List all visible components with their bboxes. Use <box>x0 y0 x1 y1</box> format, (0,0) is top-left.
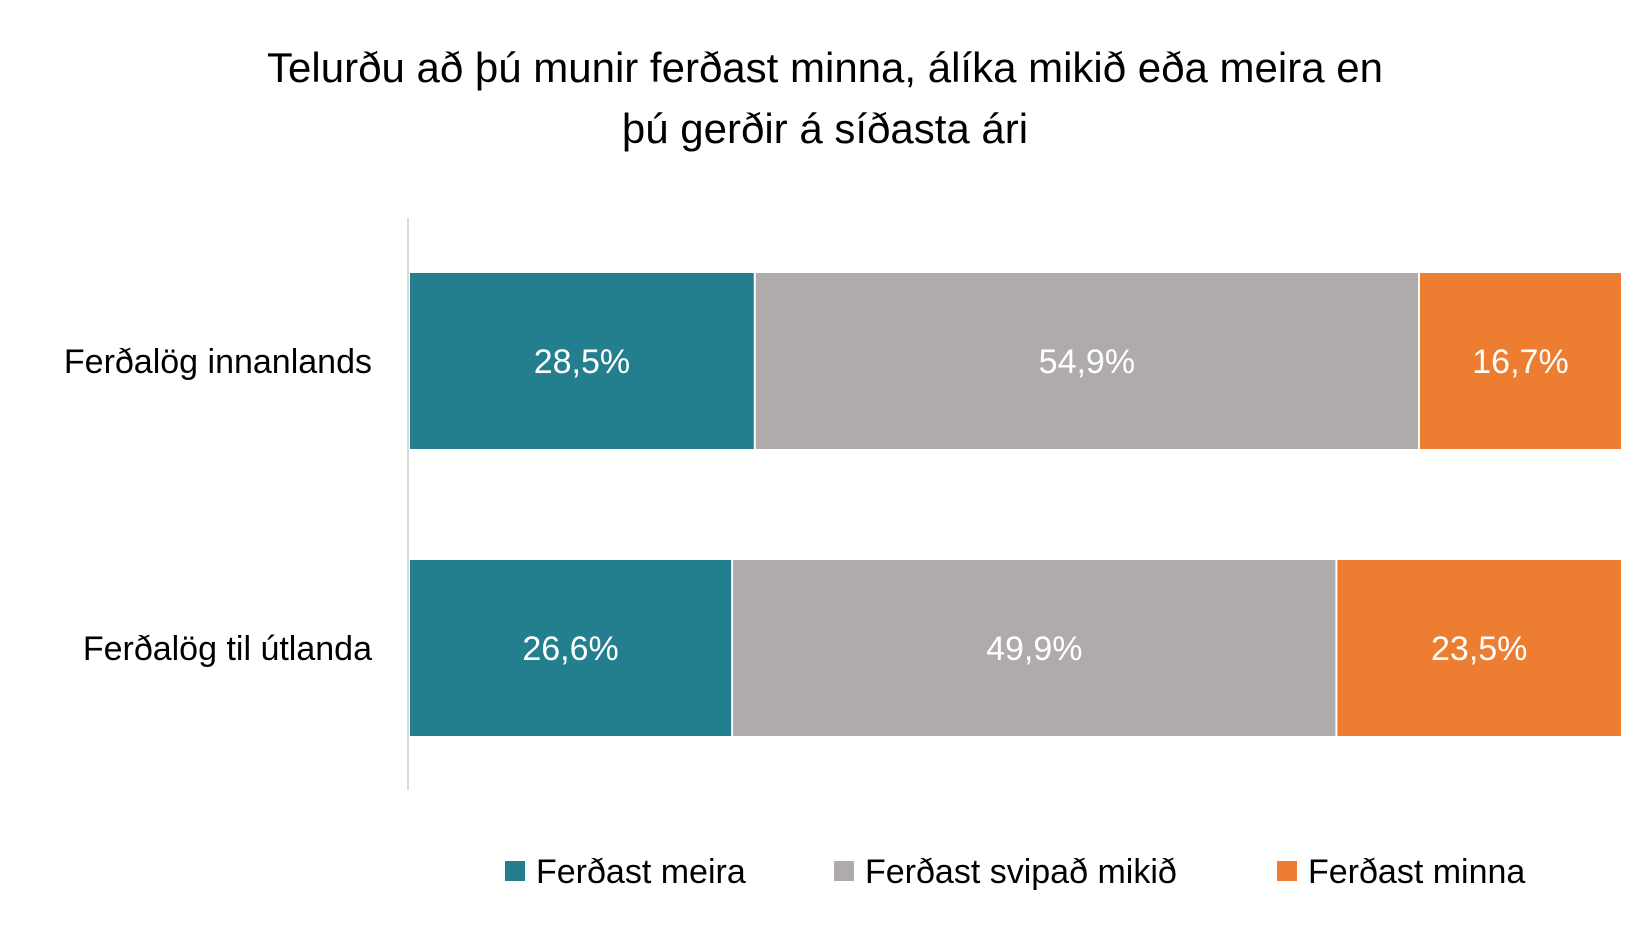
legend-label: Ferðast svipað mikið <box>865 853 1177 891</box>
chart-title: Telurðu að þú munir ferðast minna, álíka… <box>267 44 1383 152</box>
legend-swatch <box>1277 861 1297 881</box>
bars-group: 28,5% 54,9% 16,7% 26,6% 49,9% 23,5% <box>410 273 1621 736</box>
bar-segment <box>410 560 732 736</box>
data-label: 16,7% <box>1472 343 1568 381</box>
legend: Ferðast meira Ferðast svipað mikið Ferðast… <box>505 853 1525 891</box>
bar-segment <box>733 560 1336 736</box>
category-labels: Ferðalög innanlands Ferðalög til útlanda <box>64 343 372 668</box>
data-label: 28,5% <box>534 343 630 381</box>
legend-swatch <box>834 861 854 881</box>
bar-segment <box>410 273 754 449</box>
category-label: Ferðalög til útlanda <box>83 630 372 668</box>
bar-segment <box>755 273 1418 449</box>
data-label: 23,5% <box>1431 630 1527 668</box>
data-label: 54,9% <box>1039 343 1135 381</box>
chart-title-line-2: þú gerðir á síðasta ári <box>622 105 1028 152</box>
legend-label: Ferðast minna <box>1308 853 1525 891</box>
bar-segment <box>1419 273 1621 449</box>
category-label: Ferðalög innanlands <box>64 343 372 381</box>
chart-title-line-1: Telurðu að þú munir ferðast minna, álíka… <box>267 44 1383 91</box>
data-label: 49,9% <box>986 630 1082 668</box>
legend-label: Ferðast meira <box>536 853 746 891</box>
data-label: 26,6% <box>522 630 618 668</box>
legend-swatch <box>505 861 525 881</box>
bar-segment <box>1337 560 1621 736</box>
